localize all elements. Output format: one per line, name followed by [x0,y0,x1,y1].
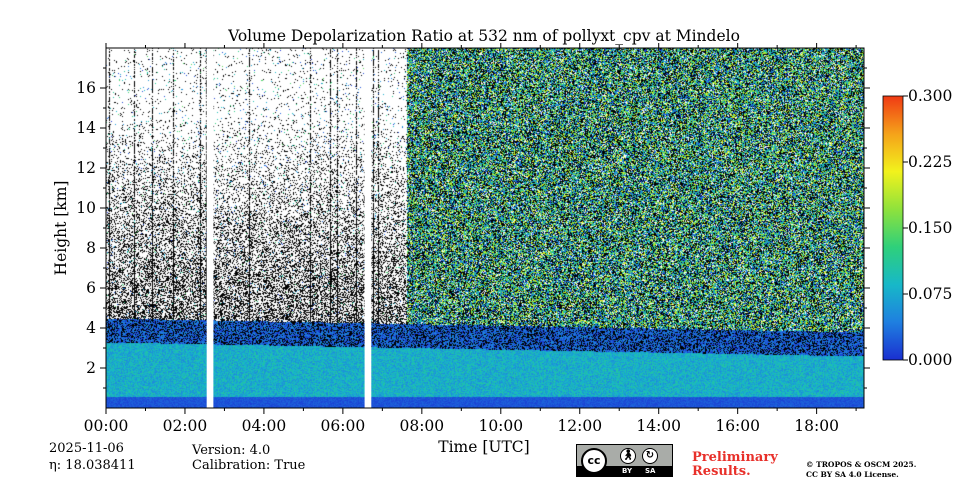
x-tick-label-8: 16:00 [715,417,760,435]
footer-calibration: Calibration: True [192,458,306,473]
x-tick-label-2: 04:00 [242,417,287,435]
colorbar-axis: 0.000 0.075 0.150 0.225 0.300 [903,87,952,369]
data-gaps [206,48,372,408]
x-tick-label-4: 08:00 [399,417,444,435]
y-axis-label: Height [km] [52,181,70,276]
cc-by-label: BY [622,467,633,475]
footer-eta: η: 18.038411 [49,458,136,473]
preliminary-notice-line2: Results. [692,464,751,479]
data-gap-0 [206,48,214,408]
cc-sa-label: SA [645,467,656,475]
x-tick-label-1: 02:00 [163,417,208,435]
x-axis: 00:00 02:00 04:00 06:00 08:00 10:00 12:00 14:00… [84,43,857,435]
y-tick-label-7: 16 [76,79,96,97]
y-tick-label-0: 2 [86,359,96,377]
data-gap-1 [364,48,372,408]
cc-license-badge: cc 🚶︎ ↻ BY SA [576,444,673,477]
colorbar-tick-label-2: 0.150 [908,219,952,237]
x-axis-label: Time [UTC] [438,438,529,456]
depolarization-heatmap [106,48,864,408]
y-tick-label-5: 12 [76,159,96,177]
chart-title: Volume Depolarization Ratio at 532 nm of… [227,27,740,45]
x-tick-label-9: 18:00 [794,417,839,435]
x-tick-label-3: 06:00 [321,417,366,435]
x-tick-label-6: 12:00 [557,417,602,435]
y-tick-label-4: 10 [76,199,96,217]
cc-badge-bar [577,466,672,476]
x-tick-label-0: 00:00 [84,417,129,435]
x-tick-label-5: 10:00 [478,417,523,435]
copyright-line1: © TROPOS & OSCM 2025. [806,460,917,469]
x-tick-label-7: 14:00 [636,417,681,435]
y-tick-label-2: 6 [86,279,96,297]
preliminary-notice-line1: Preliminary [692,450,778,465]
y-tick-label-1: 4 [86,319,96,337]
attribution-icon: 🚶︎ [620,448,636,464]
y-axis: 2 4 6 8 10 12 14 16 [76,67,870,389]
copyright-line2: CC BY SA 4.0 License. [806,470,899,479]
colorbar-tick-label-3: 0.225 [908,153,952,171]
creative-commons-icon: cc [581,448,607,474]
colorbar-tick-label-0: 0.000 [908,351,952,369]
y-tick-label-6: 14 [76,119,96,137]
colorbar-tick-label-4: 0.300 [908,87,952,105]
y-tick-label-3: 8 [86,239,96,257]
share-alike-icon: ↻ [642,448,658,464]
colorbar [882,95,904,361]
footer-version: Version: 4.0 [192,443,271,458]
footer-date: 2025-11-06 [49,441,124,456]
colorbar-tick-label-1: 0.075 [908,285,952,303]
